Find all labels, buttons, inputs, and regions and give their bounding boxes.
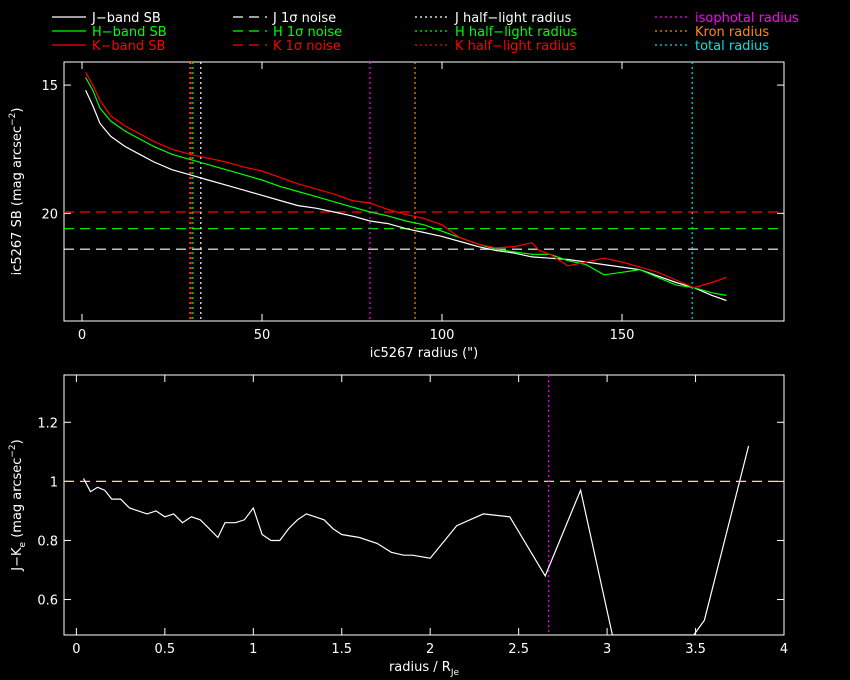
legend-label: Kron radius bbox=[695, 25, 769, 40]
legend-label: H 1σ noise bbox=[273, 25, 342, 40]
series-line bbox=[85, 77, 727, 296]
legend-label: J 1σ noise bbox=[272, 11, 336, 26]
x-tick-label: 4 bbox=[780, 642, 788, 657]
y-axis-label-superscript: −2 bbox=[8, 444, 18, 457]
legend-label: isophotal radius bbox=[695, 11, 799, 26]
x-tick-label: 3 bbox=[603, 642, 611, 657]
x-axis-label: ic5267 radius (") bbox=[370, 346, 478, 361]
y-axis-label-close: ) bbox=[10, 439, 25, 444]
y-tick-label: 1.2 bbox=[37, 416, 58, 431]
x-tick-label: 100 bbox=[430, 328, 455, 343]
x-axis-label-text: ic5267 radius (") bbox=[370, 346, 478, 361]
plot-frame bbox=[63, 374, 785, 636]
x-tick-label: 1.5 bbox=[331, 642, 352, 657]
x-tick-label: 1 bbox=[249, 642, 257, 657]
y-axis-label-close: ) bbox=[10, 108, 25, 113]
legend-label: K half−light radius bbox=[455, 39, 576, 54]
legend-label: K−band SB bbox=[92, 39, 165, 54]
x-tick-label: 0 bbox=[72, 642, 80, 657]
series-line bbox=[82, 445, 750, 635]
legend-label: H half−light radius bbox=[455, 25, 578, 40]
y-tick-label: 20 bbox=[41, 207, 58, 222]
x-tick-label: 3.5 bbox=[685, 642, 706, 657]
series-line bbox=[85, 72, 727, 289]
series-line bbox=[85, 89, 727, 302]
x-axis-label-subscript: Je bbox=[450, 668, 460, 678]
x-tick-label: 2 bbox=[426, 642, 434, 657]
x-tick-label: 0 bbox=[78, 328, 86, 343]
y-tick-label: 0.6 bbox=[37, 594, 58, 609]
y-axis-label: ic5267 SB (mag arcsec−2) bbox=[8, 108, 25, 276]
y-axis-label-subscript: e bbox=[18, 541, 28, 547]
y-tick-label: 1 bbox=[50, 475, 58, 490]
y-tick-label: 15 bbox=[41, 79, 58, 94]
y-axis-label-text: ic5267 SB (mag arcsec bbox=[10, 126, 25, 275]
y-axis-label-units: (mag arcsec bbox=[10, 458, 25, 542]
x-axis-label-text: radius / R bbox=[389, 660, 451, 675]
plot-area bbox=[64, 62, 784, 321]
legend-label: J half−light radius bbox=[454, 11, 572, 26]
x-tick-label: 0.5 bbox=[154, 642, 175, 657]
x-tick-label: 2.5 bbox=[508, 642, 529, 657]
surface-brightness-panel: 0 50 100 150 15 20 ic5267 radius (") ic5267 SB … bbox=[8, 61, 785, 361]
legend-label: H−band SB bbox=[92, 25, 167, 40]
legend-label: J−band SB bbox=[91, 11, 161, 26]
x-axis-label: radius / RJe bbox=[389, 660, 460, 678]
x-tick-label: 50 bbox=[254, 328, 271, 343]
plot-area bbox=[64, 375, 784, 635]
y-axis-label-superscript: −2 bbox=[8, 113, 18, 126]
plot-frame bbox=[63, 61, 785, 322]
y-axis-label: J−Ke (mag arcsec−2) bbox=[8, 439, 28, 571]
legend-label: K 1σ noise bbox=[273, 39, 341, 54]
legend-label: total radius bbox=[695, 39, 769, 54]
x-tick-label: 150 bbox=[610, 328, 635, 343]
y-tick-label: 0.8 bbox=[37, 534, 58, 549]
y-axis-label-text: J−K bbox=[10, 547, 25, 572]
